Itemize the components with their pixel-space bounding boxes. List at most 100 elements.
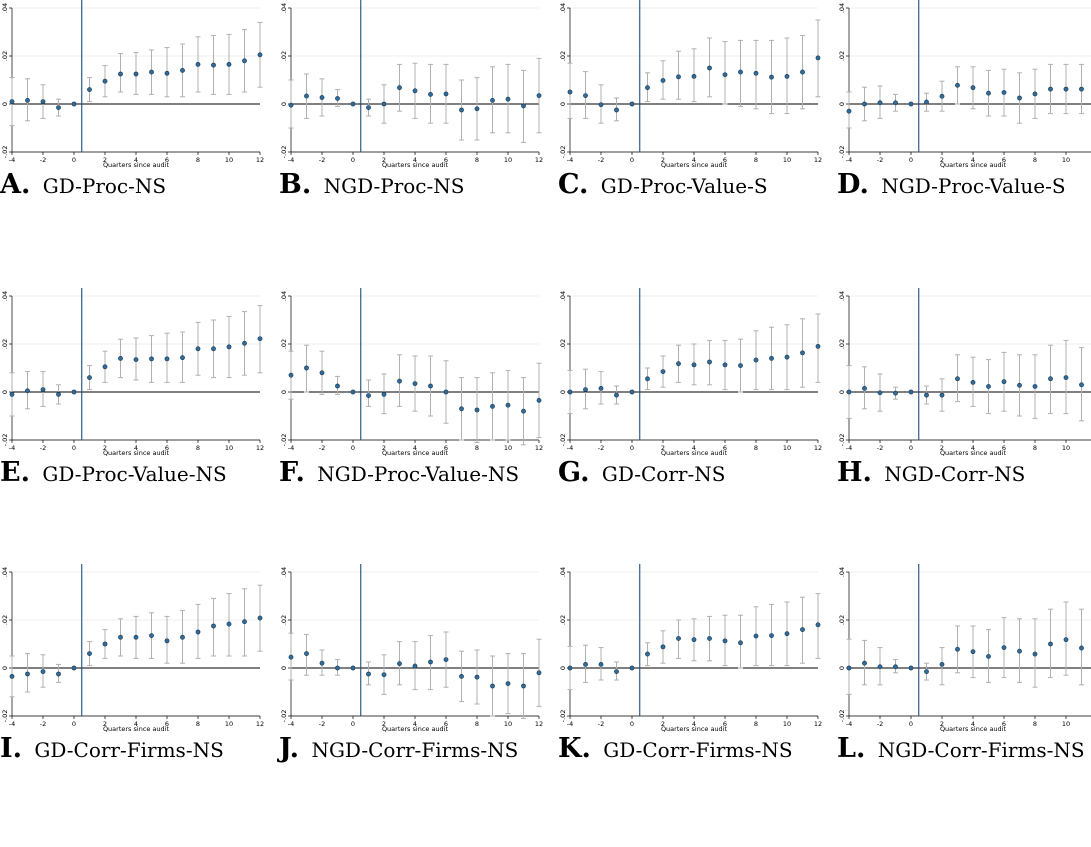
x-tick-label: -2 (877, 444, 883, 452)
estimate-point (1017, 95, 1022, 101)
estimate-point (598, 662, 604, 667)
x-tick-label: 8 (754, 720, 758, 728)
x-tick-label: 6 (723, 720, 727, 728)
estimate-point (490, 683, 495, 689)
panel-title: GD-Proc-Value-NS (42, 462, 227, 486)
estimate-point (428, 659, 433, 665)
estimate-point (908, 665, 914, 671)
estimate-point (707, 65, 712, 71)
x-tick-label: 8 (196, 720, 200, 728)
y-tick-label: -.02 (559, 434, 567, 447)
estimate-point (722, 72, 728, 78)
estimate-point (722, 362, 728, 368)
estimate-point (536, 670, 542, 676)
x-tick-label: 4 (134, 444, 138, 452)
x-tick-label: 4 (692, 444, 696, 452)
estimate-point (676, 74, 681, 80)
x-tick-label: 0 (630, 720, 634, 728)
estimate-point (738, 69, 743, 75)
estimate-point (335, 665, 340, 671)
estimate-point (397, 661, 402, 667)
estimate-point (676, 361, 681, 367)
estimate-point (288, 654, 294, 660)
estimate-point (784, 354, 790, 360)
estimate-point (893, 664, 898, 670)
x-tick-label: 8 (754, 444, 758, 452)
estimate-point (1017, 382, 1022, 388)
estimate-point (397, 378, 402, 384)
x-tick-label: 6 (165, 156, 169, 164)
x-tick-label: 6 (444, 720, 448, 728)
x-axis-title: Quarters since audit (940, 725, 1007, 732)
x-tick-label: -2 (877, 720, 883, 728)
panel-caption: F. NGD-Proc-Value-NS (279, 459, 543, 486)
estimate-point (1001, 90, 1007, 95)
estimate-point (335, 96, 340, 101)
x-tick-label: 0 (72, 156, 76, 164)
y-tick-label: -.02 (559, 710, 567, 723)
estimate-point (536, 93, 542, 98)
x-tick-label: 2 (103, 720, 107, 728)
estimate-point (412, 663, 418, 669)
estimate-point (118, 356, 123, 361)
estimate-point (955, 376, 960, 382)
y-tick-label: .02 (838, 615, 846, 625)
estimate-point (738, 640, 743, 646)
estimate-point (1063, 375, 1069, 380)
estimate-point (319, 370, 325, 376)
estimate-point (366, 105, 371, 110)
y-tick-label: -.02 (280, 710, 288, 723)
y-tick-label: .04 (1, 3, 9, 13)
panel-title: GD-Proc-Value-S (600, 174, 768, 198)
x-tick-label: -2 (319, 156, 325, 164)
estimate-point (1063, 86, 1069, 92)
estimate-point (350, 389, 356, 395)
estimate-point (180, 634, 185, 640)
x-tick-label: -4 (846, 156, 852, 164)
estimate-point (366, 393, 371, 398)
estimate-point (815, 55, 821, 61)
panel-title: NGD-Corr-Firms-NS (877, 738, 1085, 762)
x-tick-label: 12 (535, 156, 543, 164)
estimate-point (614, 107, 619, 113)
estimate-point (939, 662, 945, 667)
x-tick-label: 2 (103, 156, 107, 164)
panel-letter: G. (558, 457, 590, 488)
panel-letter: A. (0, 169, 31, 200)
y-tick-label: -.02 (838, 434, 846, 447)
y-tick-label: .02 (838, 51, 846, 61)
estimate-point (753, 633, 759, 639)
estimate-point (583, 93, 588, 98)
estimate-point (257, 615, 263, 621)
estimate-point (102, 641, 108, 647)
y-tick-label: -.02 (559, 146, 567, 159)
x-tick-label: 2 (661, 720, 665, 728)
panel-title: GD-Corr-NS (601, 462, 726, 486)
panel-c: -.02 0 .02 .04 -4 -2 0 2 4 6 8 10 12 Quarters since a… (558, 0, 830, 282)
x-tick-label: 12 (256, 720, 264, 728)
x-tick-label: 12 (535, 720, 543, 728)
estimate-point (924, 99, 929, 105)
x-tick-label: -4 (846, 720, 852, 728)
estimate-point (149, 356, 154, 362)
estimate-point (211, 346, 216, 352)
estimate-point (908, 389, 914, 395)
estimate-point (583, 387, 588, 392)
x-tick-label: 6 (165, 444, 169, 452)
x-tick-label: -2 (40, 156, 46, 164)
y-tick-label: .04 (280, 567, 288, 577)
y-tick-label: 0 (559, 666, 567, 670)
estimate-point (459, 406, 464, 412)
estimate-point (149, 69, 154, 75)
estimate-point (226, 621, 232, 627)
estimate-point (474, 407, 480, 413)
panel-letter: I. (0, 733, 23, 764)
panel-caption: G. GD-Corr-NS (558, 459, 822, 486)
x-tick-label: 6 (165, 720, 169, 728)
panel-caption: E. GD-Proc-Value-NS (0, 459, 264, 486)
x-tick-label: -2 (598, 156, 604, 164)
x-tick-label: 2 (940, 720, 944, 728)
